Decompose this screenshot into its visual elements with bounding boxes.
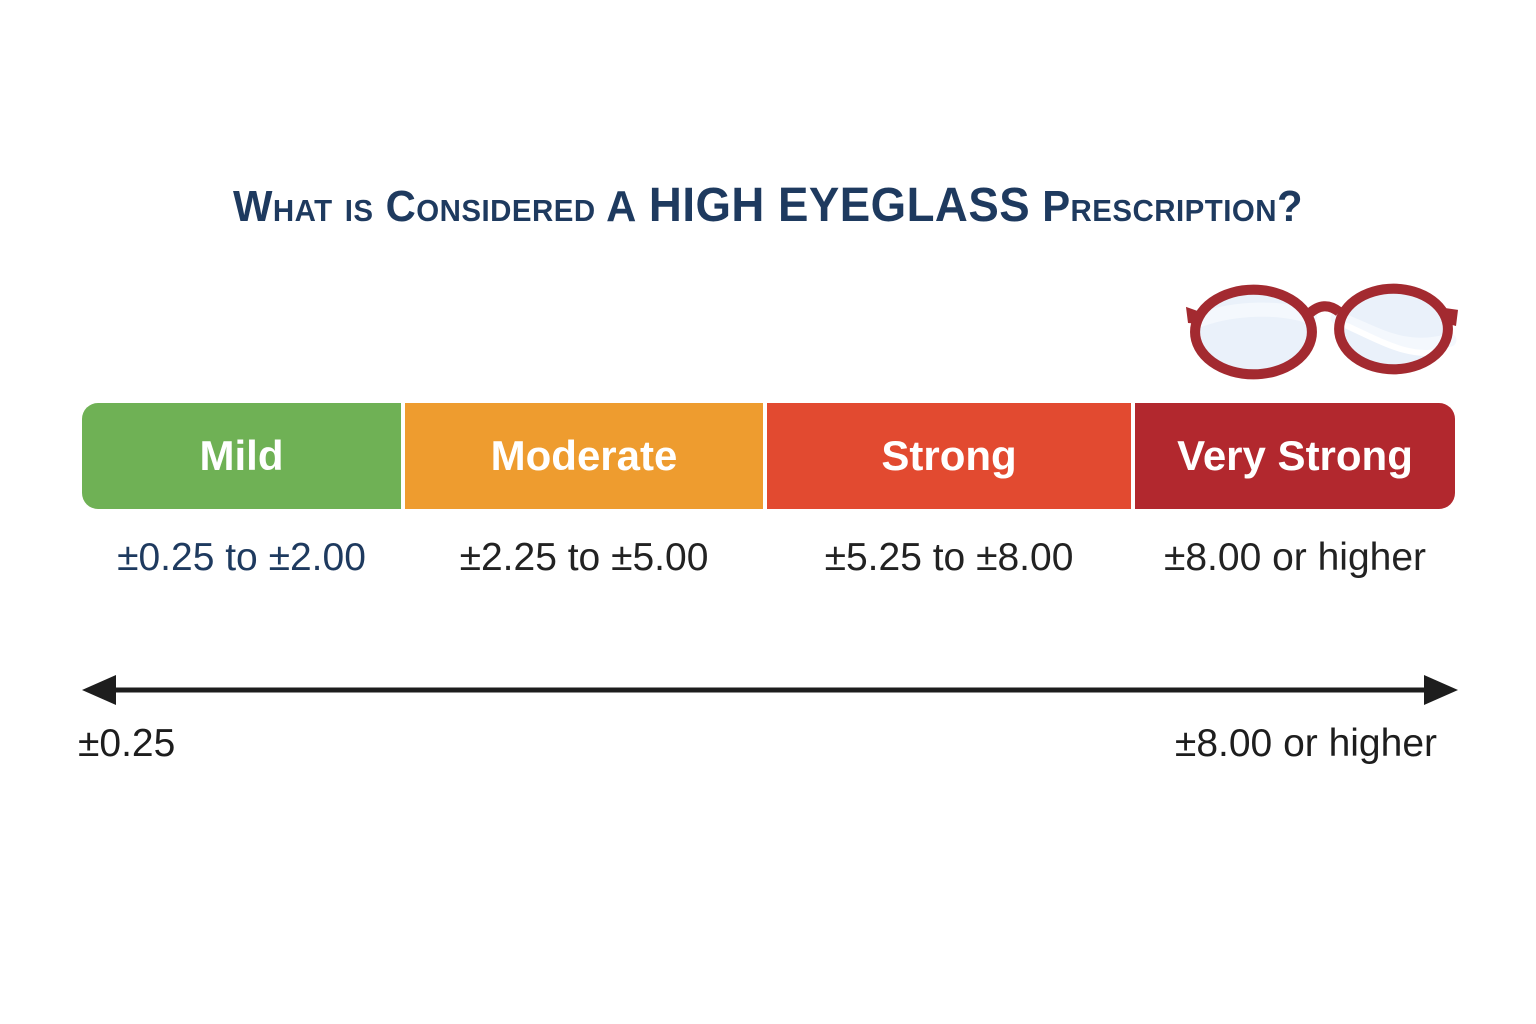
range-label-mild: ±0.25 to ±2.00 — [117, 536, 366, 579]
arrow-right-head-icon — [1424, 675, 1458, 705]
page-title: What is Considered A High Eyeglass Presc… — [38, 178, 1497, 233]
scale-min-label: ±0.25 — [78, 722, 176, 765]
segment-label-mild: Mild — [199, 432, 284, 479]
bar-segment-strong: Strong — [767, 403, 1131, 509]
glasses-icon — [1186, 283, 1458, 380]
range-label-moderate: ±2.25 to ±5.00 — [459, 536, 709, 579]
severity-bar: Mild Moderate Strong Very Strong — [82, 403, 1455, 509]
segment-label-very-strong: Very Strong — [1177, 432, 1413, 479]
scale-arrow — [82, 675, 1458, 705]
arrow-left-head-icon — [82, 675, 116, 705]
range-labels-row: ±0.25 to ±2.00 ±2.25 to ±5.00 ±5.25 to ±… — [82, 536, 1455, 580]
segment-label-moderate: Moderate — [490, 432, 678, 479]
segment-label-strong: Strong — [881, 432, 1017, 479]
range-label-very-strong: ±8.00 or higher — [1163, 536, 1427, 579]
title-prefix: What is Considered A — [232, 182, 637, 231]
scale-max-label: ±8.00 or higher — [1174, 722, 1437, 765]
title-suffix: Prescription? — [1042, 182, 1304, 231]
range-label-strong: ±5.25 to ±8.00 — [824, 536, 1074, 579]
bar-segment-moderate: Moderate — [405, 403, 763, 509]
title-highlight: High Eyeglass — [648, 179, 1031, 232]
bar-segment-mild: Mild — [82, 403, 401, 509]
bar-segment-very-strong: Very Strong — [1135, 403, 1455, 509]
